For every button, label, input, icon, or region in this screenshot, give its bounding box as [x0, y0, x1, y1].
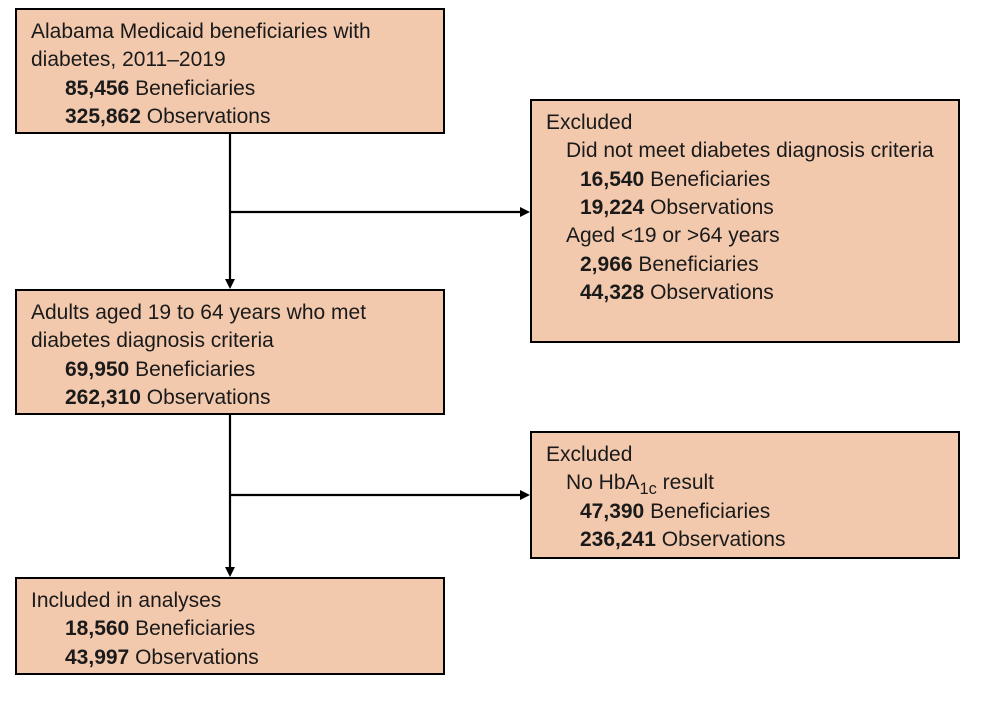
stat-line: 236,241 Observations: [546, 526, 946, 554]
node-title: Adults aged 19 to 64 years who met diabe…: [31, 299, 431, 356]
excluded-reason: No HbA1c result: [546, 469, 946, 497]
stat-line: 262,310 Observations: [31, 384, 431, 412]
flowchart-canvas: Alabama Medicaid beneficiaries with diab…: [0, 0, 1000, 715]
stat-line: 16,540 Beneficiaries: [546, 166, 946, 194]
stat-line: 85,456 Beneficiaries: [31, 75, 431, 103]
node-initial-cohort: Alabama Medicaid beneficiaries with diab…: [15, 8, 445, 134]
node-adults-meeting-criteria: Adults aged 19 to 64 years who met diabe…: [15, 289, 445, 415]
node-excluded-step2: Excluded No HbA1c result 47,390 Benefici…: [530, 431, 960, 559]
node-excluded-step1: Excluded Did not meet diabetes diagnosis…: [530, 99, 960, 343]
excluded-heading: Excluded: [546, 109, 946, 137]
stat-line: 18,560 Beneficiaries: [31, 615, 431, 643]
stat-line: 69,950 Beneficiaries: [31, 356, 431, 384]
node-included-in-analyses: Included in analyses 18,560 Beneficiarie…: [15, 577, 445, 675]
stat-line: 2,966 Beneficiaries: [546, 251, 946, 279]
excluded-heading: Excluded: [546, 441, 946, 469]
stat-line: 325,862 Observations: [31, 103, 431, 131]
node-title: Included in analyses: [31, 587, 431, 615]
excluded-reason: Did not meet diabetes diagnosis criteria: [546, 137, 946, 165]
excluded-reason: Aged <19 or >64 years: [546, 222, 946, 250]
stat-line: 19,224 Observations: [546, 194, 946, 222]
stat-line: 43,997 Observations: [31, 644, 431, 672]
stat-line: 47,390 Beneficiaries: [546, 498, 946, 526]
stat-line: 44,328 Observations: [546, 279, 946, 307]
node-title: Alabama Medicaid beneficiaries with diab…: [31, 18, 431, 75]
